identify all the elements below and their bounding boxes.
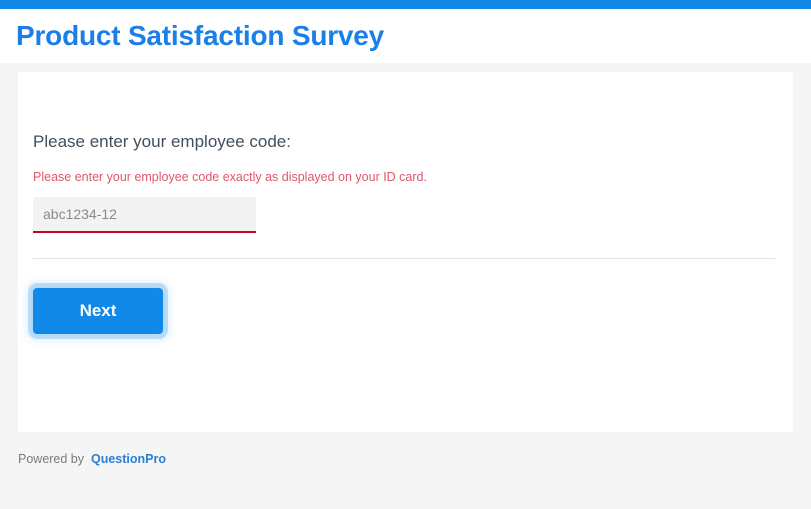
- footer-powered-by-label: Powered by: [18, 452, 85, 466]
- employee-code-input-wrap: [33, 197, 256, 233]
- top-accent-bar: [0, 0, 811, 9]
- footer: Powered by QuestionPro: [18, 451, 166, 467]
- questionpro-brand-link[interactable]: QuestionPro: [90, 452, 166, 466]
- question-block: Please enter your employee code: Please …: [33, 131, 778, 233]
- action-row: Next: [33, 288, 163, 334]
- employee-code-input[interactable]: [33, 197, 256, 233]
- validation-error-message: Please enter your employee code exactly …: [33, 170, 427, 184]
- next-button[interactable]: Next: [33, 288, 163, 334]
- page-title: Product Satisfaction Survey: [16, 20, 385, 51]
- survey-header: Product Satisfaction Survey: [0, 9, 811, 63]
- question-label: Please enter your employee code:: [33, 132, 291, 151]
- survey-card: Please enter your employee code: Please …: [18, 72, 793, 432]
- section-divider: [33, 258, 775, 259]
